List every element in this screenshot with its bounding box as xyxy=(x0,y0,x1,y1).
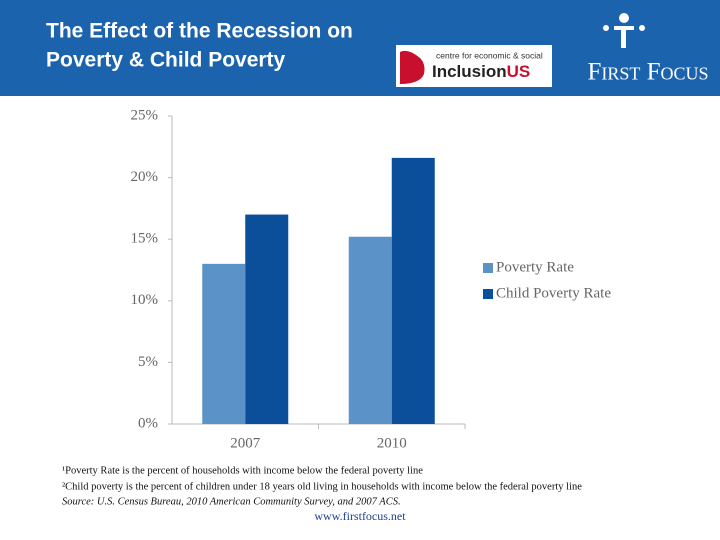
bar xyxy=(202,263,246,424)
x-tick-label: 2010 xyxy=(377,435,407,451)
legend-swatch xyxy=(483,263,493,273)
logo-main: InclusionUS xyxy=(432,62,530,81)
y-tick-label: 5% xyxy=(138,354,158,370)
bar xyxy=(348,236,392,424)
header-band xyxy=(0,0,720,96)
logo-main-text: Inclusion xyxy=(432,62,507,81)
logo-small: centre for economic & social xyxy=(436,50,543,60)
bar xyxy=(245,214,289,424)
footnote: ¹Poverty Rate is the percent of househol… xyxy=(62,465,423,476)
logo-accent: US xyxy=(507,62,531,81)
y-tick-label: 25% xyxy=(131,107,159,123)
y-tick-label: 15% xyxy=(131,231,159,247)
y-tick-label: 10% xyxy=(131,292,159,308)
logo-mark xyxy=(400,50,425,84)
y-tick-label: 0% xyxy=(138,415,158,431)
bar xyxy=(391,157,435,424)
y-tick-label: 20% xyxy=(131,169,159,185)
legend-label: Child Poverty Rate xyxy=(496,285,611,301)
url[interactable]: www.firstfocus.net xyxy=(314,509,406,523)
title-line: Poverty & Child Poverty xyxy=(46,49,286,72)
legend-label: Poverty Rate xyxy=(496,259,574,275)
legend-swatch xyxy=(483,289,493,299)
footnote: ²Child poverty is the percent of childre… xyxy=(62,481,582,492)
source: Source: U.S. Census Bureau, 2010 America… xyxy=(62,496,401,507)
title-line: The Effect of the Recession on xyxy=(46,20,353,43)
brand-icon xyxy=(603,13,645,48)
x-tick-label: 2007 xyxy=(230,435,261,451)
brand: First Focus xyxy=(587,59,708,86)
